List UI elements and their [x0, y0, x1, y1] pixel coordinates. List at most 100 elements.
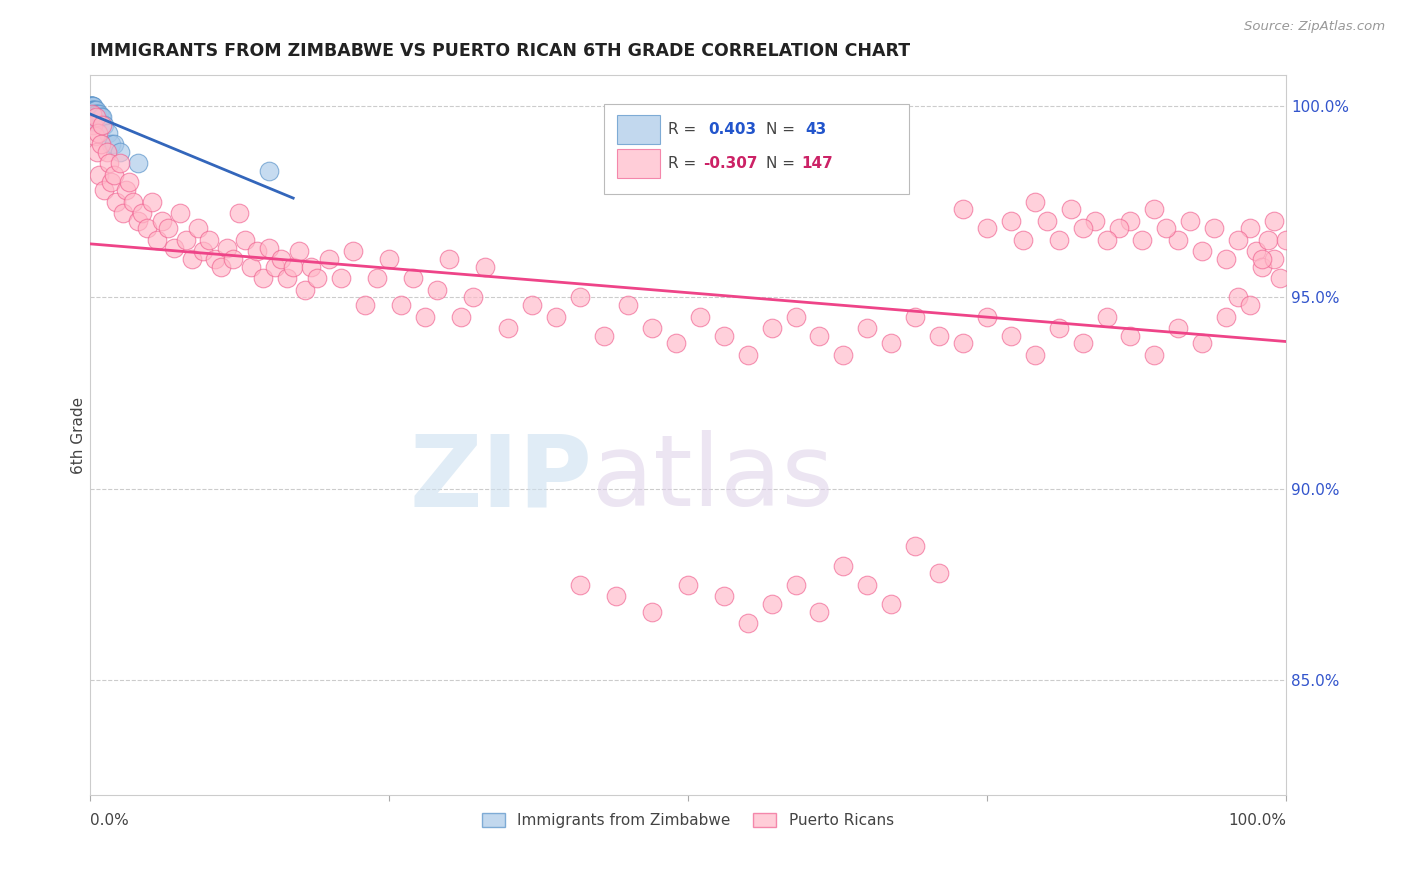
Point	[928, 328, 950, 343]
Point	[1251, 252, 1274, 266]
Point	[82, 99, 104, 113]
Point	[259, 164, 281, 178]
Point	[82, 106, 104, 120]
Point	[1239, 221, 1261, 235]
Point	[108, 145, 131, 159]
Point	[87, 111, 110, 125]
Point	[217, 241, 239, 255]
FancyBboxPatch shape	[617, 115, 661, 144]
Point	[82, 111, 104, 125]
Point	[1191, 244, 1213, 259]
Point	[1059, 202, 1081, 217]
Point	[1180, 214, 1202, 228]
Text: 100.0%: 100.0%	[1227, 814, 1286, 829]
Point	[89, 106, 111, 120]
Point	[713, 589, 735, 603]
Point	[82, 106, 104, 120]
Point	[1275, 233, 1298, 247]
Point	[82, 103, 104, 117]
Text: 0.0%: 0.0%	[90, 814, 128, 829]
Point	[354, 298, 377, 312]
Point	[761, 597, 783, 611]
Point	[82, 106, 104, 120]
Point	[737, 348, 759, 362]
Point	[318, 252, 340, 266]
Point	[498, 321, 520, 335]
Point	[97, 126, 120, 140]
Point	[83, 114, 105, 128]
Point	[569, 290, 592, 304]
Point	[82, 106, 104, 120]
Point	[103, 137, 125, 152]
Point	[832, 348, 855, 362]
Point	[1035, 214, 1057, 228]
Point	[713, 328, 735, 343]
Point	[389, 298, 412, 312]
Point	[761, 321, 783, 335]
Point	[82, 99, 104, 113]
Point	[808, 605, 831, 619]
Point	[112, 206, 135, 220]
Point	[240, 260, 263, 274]
Text: R =: R =	[668, 121, 706, 136]
Point	[82, 106, 104, 120]
Point	[186, 221, 208, 235]
Point	[461, 290, 484, 304]
Point	[283, 260, 305, 274]
Point	[122, 194, 145, 209]
Point	[569, 577, 592, 591]
Point	[1156, 221, 1178, 235]
Point	[976, 310, 998, 324]
Point	[127, 156, 149, 170]
Point	[127, 214, 149, 228]
Point	[86, 106, 108, 120]
Point	[180, 252, 202, 266]
Point	[952, 336, 974, 351]
Y-axis label: 6th Grade: 6th Grade	[72, 397, 86, 474]
Point	[1011, 233, 1033, 247]
Point	[228, 206, 250, 220]
Point	[233, 233, 256, 247]
FancyBboxPatch shape	[605, 104, 910, 194]
Point	[150, 214, 173, 228]
Point	[96, 145, 118, 159]
Text: N =: N =	[766, 156, 800, 171]
Point	[1239, 298, 1261, 312]
Point	[264, 260, 287, 274]
Point	[84, 111, 107, 125]
Point	[546, 310, 568, 324]
Point	[593, 328, 616, 343]
Point	[222, 252, 245, 266]
Point	[437, 252, 460, 266]
Point	[1268, 271, 1291, 285]
Point	[98, 156, 121, 170]
Point	[307, 271, 329, 285]
Point	[209, 260, 232, 274]
Point	[880, 336, 903, 351]
Point	[952, 202, 974, 217]
Point	[366, 271, 388, 285]
Point	[80, 103, 103, 117]
Point	[1227, 233, 1250, 247]
Point	[832, 558, 855, 573]
Text: R =: R =	[668, 156, 700, 171]
Point	[1167, 321, 1189, 335]
Point	[82, 111, 104, 125]
Point	[82, 103, 104, 117]
Text: Source: ZipAtlas.com: Source: ZipAtlas.com	[1244, 20, 1385, 33]
Point	[82, 103, 104, 117]
Point	[1047, 233, 1070, 247]
Point	[100, 176, 122, 190]
FancyBboxPatch shape	[617, 149, 661, 178]
Point	[83, 111, 105, 125]
Point	[1024, 348, 1046, 362]
Point	[93, 118, 115, 132]
Point	[665, 336, 688, 351]
Point	[156, 221, 179, 235]
Point	[105, 194, 128, 209]
Point	[1251, 260, 1274, 274]
Point	[1132, 233, 1154, 247]
Point	[204, 252, 226, 266]
Point	[1119, 214, 1142, 228]
Point	[1108, 221, 1130, 235]
